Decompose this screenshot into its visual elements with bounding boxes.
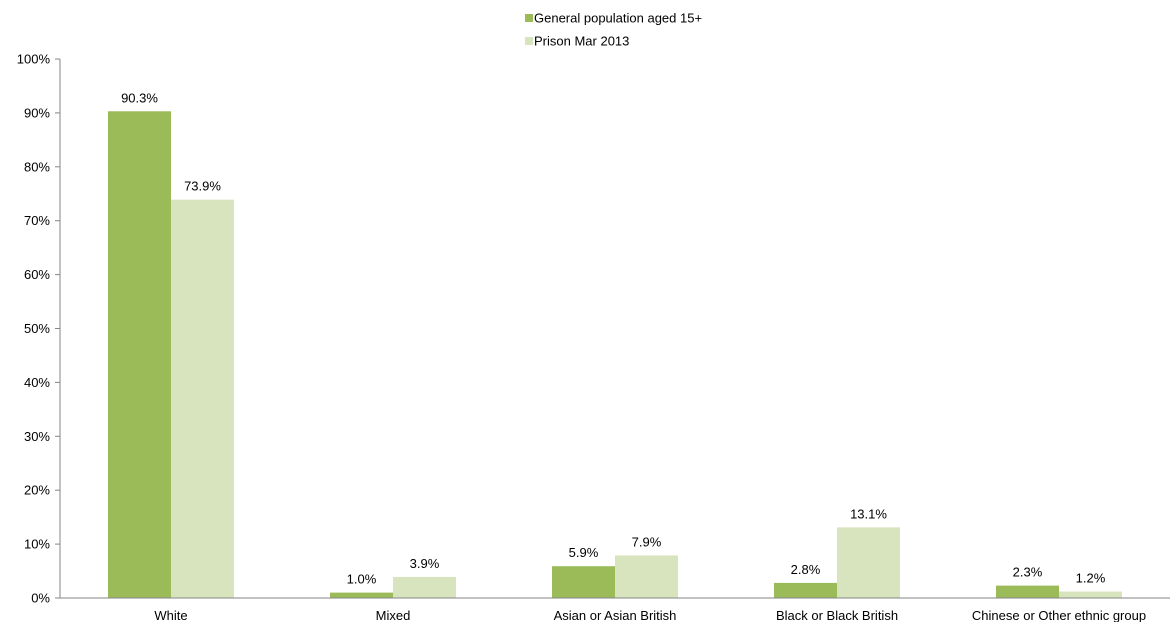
data-label: 2.8% (791, 562, 821, 577)
legend-label: Prison Mar 2013 (534, 34, 629, 49)
data-label: 7.9% (632, 534, 662, 549)
bar (1059, 591, 1122, 598)
data-label: 90.3% (121, 90, 158, 105)
x-tick-label: White (154, 608, 187, 622)
legend-label: General population aged 15+ (534, 11, 702, 26)
y-tick-label: 70% (24, 213, 50, 228)
y-axis: 0% 10% 20% 30% 40% 50% 60% 70% 80% 90% 100% (17, 52, 61, 606)
y-tick-label: 20% (24, 483, 50, 498)
y-tick-label: 10% (24, 537, 50, 552)
data-label: 13.1% (850, 506, 887, 521)
data-label: 3.9% (410, 556, 440, 571)
x-tick-label: Mixed (376, 608, 411, 622)
x-axis: White Mixed Asian or Asian British Black or… (60, 597, 1170, 622)
legend-swatch (525, 14, 533, 22)
bar (108, 111, 171, 599)
x-tick-label: Chinese or Other ethnic group (972, 608, 1146, 622)
bar (615, 555, 678, 598)
data-label: 1.2% (1076, 571, 1106, 586)
bar (774, 582, 837, 598)
y-tick-label: 100% (17, 52, 51, 67)
bars: 90.3% 73.9% 1.0% 3.9% 5.9% 7.9% 2.8% 13.1% 2.3% 1… (108, 90, 1122, 599)
bar (330, 592, 393, 598)
y-tick-label: 80% (24, 159, 50, 174)
y-tick-label: 60% (24, 267, 50, 282)
y-tick-label: 0% (31, 591, 50, 606)
legend: General population aged 15+ Prison Mar 20… (525, 11, 702, 49)
y-tick-label: 50% (24, 321, 50, 336)
x-tick-label: Black or Black British (776, 608, 898, 622)
y-tick-label: 40% (24, 375, 50, 390)
y-tick-label: 90% (24, 105, 50, 120)
data-label: 1.0% (347, 572, 377, 587)
bar (552, 566, 615, 598)
y-tick-label: 30% (24, 429, 50, 444)
data-label: 2.3% (1013, 565, 1043, 580)
bar (393, 576, 456, 598)
bar (171, 199, 234, 598)
bar (837, 527, 900, 598)
legend-swatch (525, 37, 533, 45)
x-tick-label: Asian or Asian British (554, 608, 677, 622)
data-label: 73.9% (184, 179, 221, 194)
bar (996, 585, 1059, 598)
data-label: 5.9% (569, 545, 599, 560)
